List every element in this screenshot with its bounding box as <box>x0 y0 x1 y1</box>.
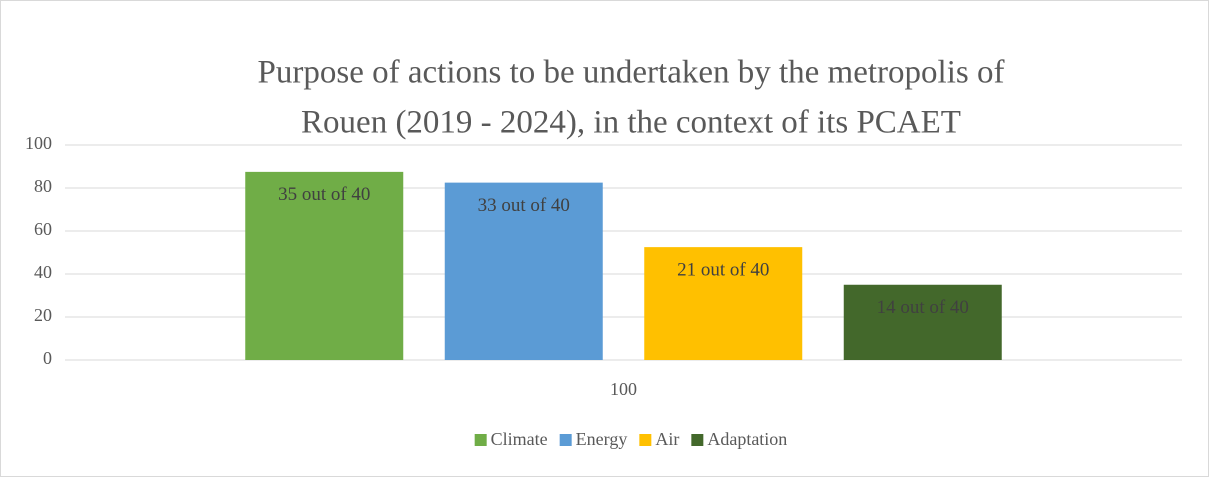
y-tick-label: 100 <box>25 133 52 153</box>
chart-title: Purpose of actions to be undertaken by t… <box>258 55 1005 91</box>
legend-label: Energy <box>576 429 628 449</box>
bar <box>843 284 1002 360</box>
y-tick-label: 40 <box>34 262 52 282</box>
y-tick-label: 0 <box>43 348 52 368</box>
chart-title: Rouen (2019 - 2024), in the context of i… <box>301 105 961 141</box>
bar <box>245 171 404 360</box>
legend-swatch <box>691 434 704 446</box>
legend-label: Climate <box>491 429 548 449</box>
legend-swatch <box>559 434 572 446</box>
bar <box>444 182 603 360</box>
x-tick-label: 100 <box>610 379 637 399</box>
bar <box>644 247 803 360</box>
data-label: 35 out of 40 <box>278 184 370 205</box>
y-tick-label: 20 <box>34 305 52 325</box>
legend-label: Adaptation <box>707 429 787 449</box>
data-label: 21 out of 40 <box>677 259 769 280</box>
y-tick-label: 60 <box>34 219 52 239</box>
legend-swatch <box>474 434 487 446</box>
legend-swatch <box>639 434 652 446</box>
y-tick-label: 80 <box>34 176 52 196</box>
data-label: 33 out of 40 <box>478 195 570 216</box>
legend-label: Air <box>655 429 679 449</box>
data-label: 14 out of 40 <box>877 297 969 318</box>
